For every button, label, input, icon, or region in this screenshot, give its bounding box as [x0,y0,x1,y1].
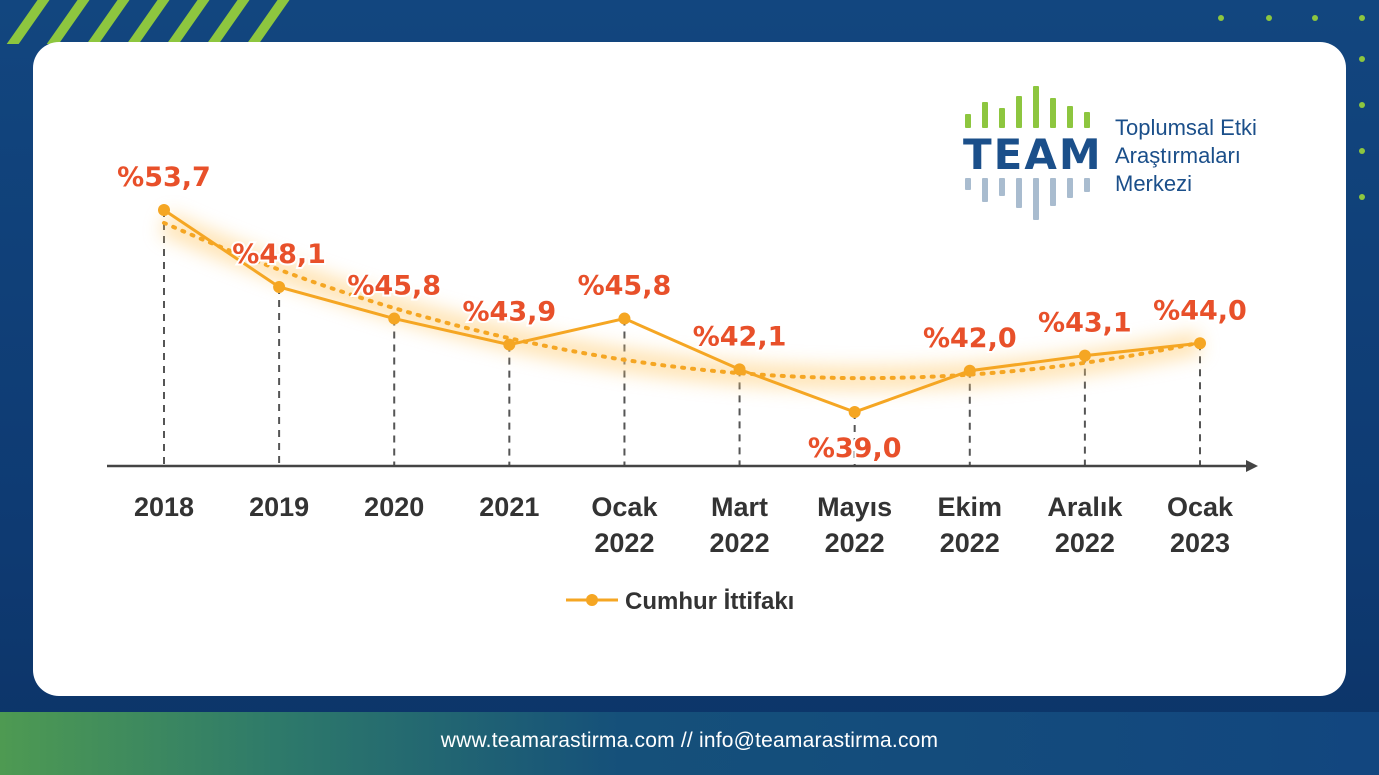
x-tick-label: 2019 [249,492,309,522]
logo-line-3: Merkezi [1115,171,1193,196]
x-tick-label: Ocak [591,492,658,522]
footer-contact: www.teamarastirma.com // info@teamarasti… [440,729,939,752]
data-point [1078,349,1091,362]
x-tick-label: Mayıs [817,492,892,522]
logo-word: TEAM [963,130,1103,179]
data-point [1194,337,1206,350]
data-point [158,204,170,216]
value-label: %44,0 [1153,295,1247,326]
data-point [618,312,631,325]
value-label: %53,7 [117,162,211,193]
data-point [273,280,286,293]
data-point [848,406,861,418]
legend-marker [586,594,598,606]
x-tick-label: Aralık [1047,492,1123,522]
logo-subtitle: Toplumsal Etki Araştırmaları Merkezi [1115,114,1257,198]
value-label: %45,8 [578,271,672,302]
series-line-cumhur-ittifaki [163,208,1201,414]
x-tick-label: Ocak [1167,492,1234,522]
x-axis-arrow [1246,460,1258,472]
logo-line-1: Toplumsal Etki [1115,115,1257,140]
logo-bars-bottom [965,178,1095,222]
data-point [503,338,516,351]
x-tick-label: 2021 [479,492,539,522]
value-label: %42,0 [923,323,1017,354]
data-point [963,364,976,377]
value-label: %43,1 [1038,308,1132,339]
x-tick-label: Mart [711,492,768,522]
x-tick-label: 2022 [940,528,1000,558]
data-point [733,363,746,376]
legend-label: Cumhur İttifakı [625,588,794,615]
team-logo: TEAM Toplumsal Etki Araştırmaları Merkez… [963,86,1303,226]
value-label: %48,1 [232,239,326,270]
value-label: %42,1 [693,321,787,352]
value-label: %45,8 [347,271,441,302]
x-tick-label: 2020 [364,492,424,522]
data-point [388,312,401,325]
logo-line-2: Araştırmaları [1115,143,1241,168]
value-label: %39,0 [808,433,902,464]
x-tick-label: 2018 [134,492,194,522]
x-tick-label: Ekim [938,492,1003,522]
value-label: %43,9 [462,297,556,328]
x-tick-label: 2022 [825,528,885,558]
x-tick-label: 2023 [1170,528,1230,558]
x-tick-label: 2022 [710,528,770,558]
trendline [162,220,1202,381]
x-tick-label: 2022 [594,528,654,558]
logo-bars-top [965,86,1095,130]
x-tick-label: 2022 [1055,528,1115,558]
footer-bar [0,712,1379,775]
